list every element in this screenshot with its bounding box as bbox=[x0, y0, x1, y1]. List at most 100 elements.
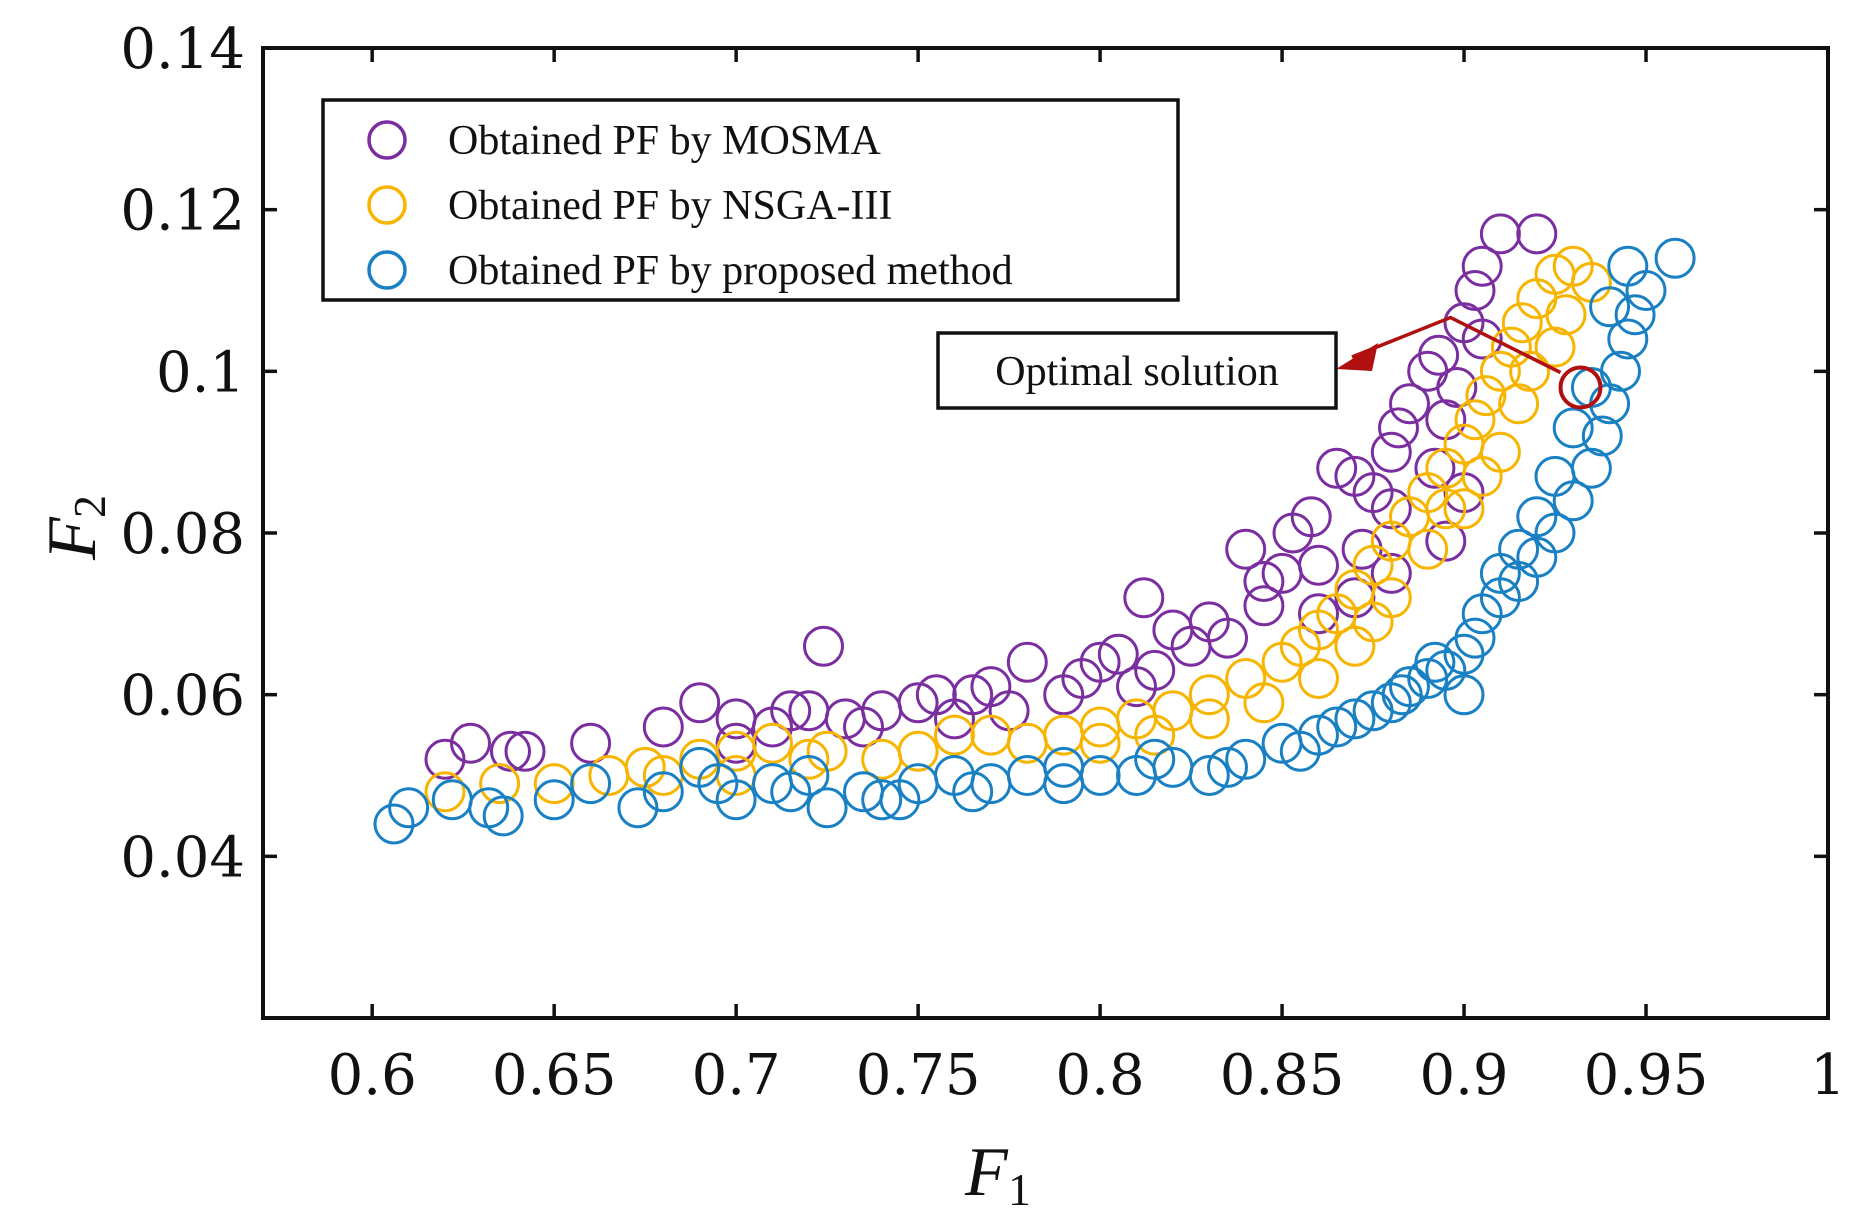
series-0-point-36 bbox=[1389, 383, 1430, 425]
series-2-point-60 bbox=[1381, 674, 1423, 716]
y-axis-label-main: F bbox=[34, 516, 111, 561]
series-1-point-57 bbox=[1509, 350, 1551, 392]
series-1-point-41 bbox=[1498, 383, 1540, 425]
legend-marker-mosma bbox=[367, 120, 407, 160]
series-0-point-4 bbox=[570, 722, 612, 764]
series-2-point-59 bbox=[1414, 641, 1456, 683]
series-1-point-40 bbox=[1534, 326, 1576, 368]
series-1-point-15 bbox=[1079, 706, 1121, 748]
series-1-point-2 bbox=[533, 763, 575, 805]
series-0-point-26 bbox=[1243, 561, 1285, 602]
series-2-point-66 bbox=[952, 771, 994, 813]
series-1-point-1 bbox=[479, 763, 521, 805]
series-0-point-64 bbox=[1461, 318, 1503, 360]
series-0-point-38 bbox=[1418, 334, 1460, 376]
series-1-point-43 bbox=[1443, 488, 1485, 530]
series-0-point-63 bbox=[1436, 367, 1478, 408]
series-1-point-32 bbox=[1465, 375, 1507, 417]
series-2-point-53 bbox=[1552, 407, 1594, 449]
series-0-point-44 bbox=[1516, 213, 1558, 255]
series-0-point-1 bbox=[450, 722, 491, 764]
legend-marker-nsga bbox=[367, 185, 407, 225]
series-2-point-24 bbox=[1188, 755, 1230, 796]
series-1-point-0 bbox=[424, 771, 466, 813]
series-0-point-21 bbox=[1123, 577, 1165, 619]
series-2-point-3 bbox=[468, 787, 510, 829]
x-axis-label: F 1 bbox=[964, 1134, 1031, 1214]
y-tick-label-3: 0.1 bbox=[156, 340, 245, 405]
series-0-point-9 bbox=[770, 690, 812, 732]
series-2-point-8 bbox=[642, 771, 684, 813]
series-1-point-47 bbox=[1298, 658, 1339, 699]
series-2-point-58 bbox=[1443, 674, 1485, 716]
series-0-point-30 bbox=[1298, 593, 1339, 635]
series-2-point-69 bbox=[697, 763, 739, 805]
series-2-point-49 bbox=[1607, 245, 1649, 287]
legend: Obtained PF by MOSMA Obtained PF by NSGA… bbox=[321, 98, 1180, 302]
series-2-point-62 bbox=[1279, 730, 1321, 772]
series-0-point-59 bbox=[1116, 666, 1157, 708]
y-tick-label-0: 0.04 bbox=[120, 825, 245, 890]
x-tick-label-7: 0.95 bbox=[1584, 1043, 1709, 1108]
series-1-point-50 bbox=[1134, 714, 1176, 756]
series-1-point-58 bbox=[1545, 294, 1587, 336]
series-0-point-13 bbox=[897, 682, 939, 724]
series-2-point-25 bbox=[1225, 738, 1267, 780]
series-2-point-61 bbox=[1316, 706, 1358, 748]
series-2-point-31 bbox=[1389, 666, 1430, 708]
series-1-point-42 bbox=[1479, 431, 1521, 473]
series-0-point-50 bbox=[1243, 585, 1285, 627]
series-0-point-46 bbox=[1425, 520, 1467, 562]
series-2-point-46 bbox=[1607, 318, 1649, 360]
legend-label-nsga: Obtained PF by NSGA-III bbox=[448, 183, 892, 229]
series-0-point-0 bbox=[424, 738, 466, 780]
series-0-point-6 bbox=[679, 682, 721, 724]
series-2-point-54 bbox=[1534, 455, 1576, 497]
series-0-point-35 bbox=[1378, 407, 1419, 449]
optimal-solution-marker bbox=[1558, 365, 1603, 410]
legend-marker-proposed bbox=[367, 250, 407, 290]
series-0-point-62 bbox=[1414, 447, 1456, 489]
series-0-point-58 bbox=[934, 698, 975, 740]
series-1-point-19 bbox=[1225, 658, 1267, 699]
y-tick-label-5: 0.14 bbox=[120, 17, 245, 82]
series-1-point-48 bbox=[1243, 682, 1285, 724]
series-1-point-45 bbox=[1370, 577, 1412, 619]
y-axis-label-sub: 2 bbox=[64, 495, 115, 518]
x-axis-label-sub: 1 bbox=[1008, 1164, 1031, 1214]
series-2-point-35 bbox=[1454, 617, 1496, 659]
series-1-point-56 bbox=[1425, 488, 1467, 530]
series-2-point-13 bbox=[806, 787, 848, 829]
y-tick-label-2: 0.08 bbox=[120, 502, 245, 567]
series-0-point-43 bbox=[1479, 213, 1521, 255]
series-2-point-55 bbox=[1516, 496, 1558, 538]
optimal-solution-annotation: Optimal solution bbox=[936, 315, 1603, 410]
series-0-point-53 bbox=[1061, 658, 1103, 699]
series-1-point-7 bbox=[752, 722, 793, 764]
series-1-point-59 bbox=[1352, 601, 1394, 643]
series-2-point-2 bbox=[431, 779, 473, 821]
annotation-arrowhead bbox=[1336, 343, 1378, 371]
series-2-point-64 bbox=[1134, 738, 1176, 780]
series-1-point-51 bbox=[1079, 722, 1121, 764]
series-0-point-56 bbox=[715, 722, 757, 764]
series-1-point-11 bbox=[934, 714, 975, 756]
x-tick-label-2: 0.7 bbox=[692, 1043, 781, 1108]
series-1-point-29 bbox=[1425, 447, 1467, 489]
series-2-point-0 bbox=[373, 803, 415, 845]
series-0-point-2 bbox=[490, 730, 531, 772]
x-tick-label-0: 0.6 bbox=[328, 1043, 417, 1108]
series-0-point-51 bbox=[1207, 617, 1248, 659]
series-2-point-65 bbox=[1043, 763, 1085, 805]
series-1-point-31 bbox=[1454, 399, 1496, 441]
x-tick-label-3: 0.75 bbox=[856, 1043, 981, 1108]
series-2-point-4 bbox=[482, 795, 524, 837]
series-2-point-63 bbox=[1207, 746, 1248, 788]
series-2-point-67 bbox=[879, 779, 921, 821]
series-1-point-17 bbox=[1152, 690, 1194, 732]
series-0-point-55 bbox=[788, 690, 830, 732]
series-1-point-46 bbox=[1334, 625, 1376, 667]
series-0-point-3 bbox=[504, 730, 546, 772]
series-2-point-28 bbox=[1334, 698, 1376, 740]
x-tick-label-5: 0.85 bbox=[1220, 1043, 1345, 1108]
